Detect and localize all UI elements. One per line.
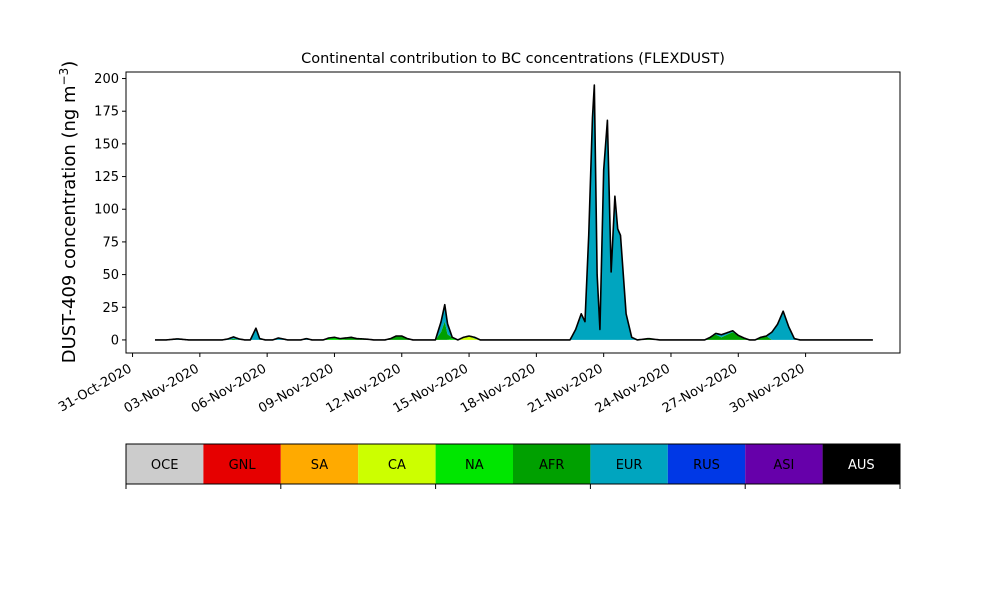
legend-label: SA [311,458,328,473]
legend-swatch-oce [126,444,204,484]
legend-label: AUS [848,458,875,473]
area-eur [154,85,873,340]
y-tick-label: 50 [102,268,119,283]
legend-swatch-aus [822,444,900,484]
y-tick-label: 25 [102,301,119,316]
y-axis-label-superscript: −3 [57,68,71,86]
legend-label: RUS [693,458,720,473]
legend-swatch-afr [513,444,591,484]
x-tick-label: 27-Nov-2020 [660,361,740,416]
y-tick-label: 150 [94,137,119,152]
legend-swatch-ca [358,444,436,484]
y-tick-label: 75 [102,235,119,250]
plot-frame [125,71,901,354]
y-axis-ticks: 0 25 50 75 100 125 150 175 200 [94,72,126,348]
y-tick-label: 125 [94,170,119,185]
x-tick-label: 06-Nov-2020 [189,361,269,416]
plot-series [154,84,873,341]
legend-label: NA [465,458,484,473]
y-tick-label: 100 [94,203,119,218]
total-line [154,84,873,341]
y-axis-label-main: DUST-409 concentration (ng m [59,85,80,363]
x-axis-ticks: 31-Oct-202003-Nov-202006-Nov-202009-Nov-… [56,353,808,416]
legend-label: EUR [616,458,643,473]
legend-label: ASI [773,458,794,473]
y-tick-label: 0 [111,333,119,348]
legend-swatch-asi [745,444,823,484]
x-tick-label: 15-Nov-2020 [391,361,471,416]
y-axis-label: DUST-409 concentration (ng m−3) [57,61,80,364]
legend-swatch-rus [667,444,746,484]
x-tick-label: 21-Nov-2020 [525,361,605,416]
legend-swatch-gnl [203,444,281,484]
legend-label: OCE [151,458,179,473]
chart-title: Continental contribution to BC concentra… [301,51,725,67]
legend-label: AFR [539,458,564,473]
legend-swatch-eur [590,444,668,484]
legend-frame [125,443,901,485]
legend-swatch-sa [280,444,359,484]
x-tick-label: 09-Nov-2020 [256,361,336,416]
x-tick-label: 03-Nov-2020 [122,361,202,416]
area-afr [154,321,873,340]
x-tick-label: 30-Nov-2020 [727,361,807,416]
y-tick-label: 200 [94,72,119,87]
y-axis-label-suffix: ) [59,61,80,68]
x-tick-label: 12-Nov-2020 [323,361,403,416]
legend-swatch-na [435,444,513,484]
legend-label: GNL [229,458,257,473]
legend-colorbar: OCE GNL SA CA NA AFR EUR RUS ASI AUS [125,443,901,489]
x-tick-label: 18-Nov-2020 [458,361,538,416]
legend-label: CA [388,458,406,473]
y-tick-label: 175 [94,105,119,120]
x-tick-label: 24-Nov-2020 [593,361,673,416]
